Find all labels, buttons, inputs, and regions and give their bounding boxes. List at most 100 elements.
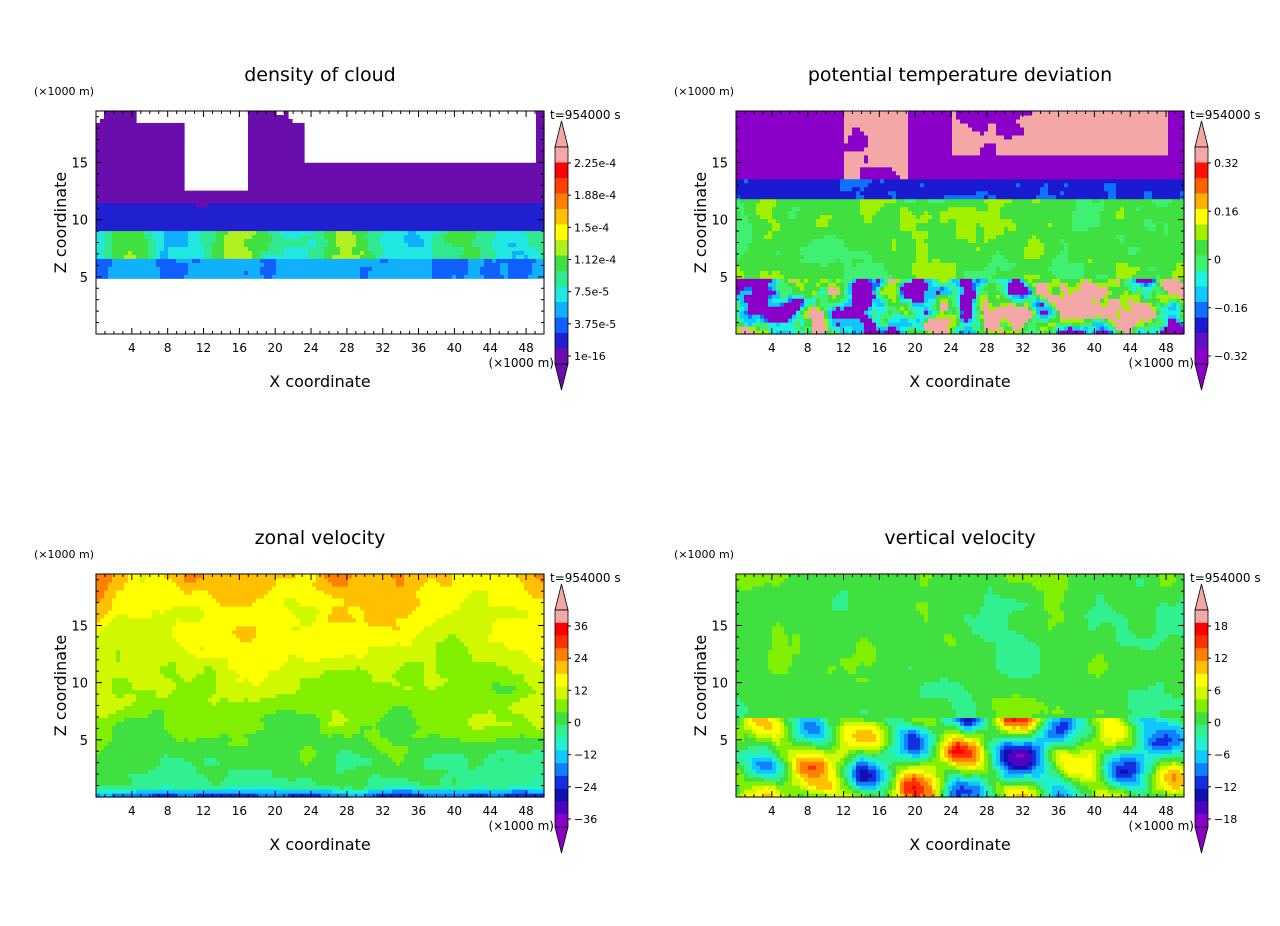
- heatmap-cell: [296, 122, 301, 128]
- heatmap-cell: [304, 186, 309, 192]
- heatmap-cell: [744, 134, 749, 140]
- heatmap-cell: [304, 234, 309, 240]
- heatmap-cell: [296, 154, 301, 160]
- heatmap-cell: [496, 270, 501, 275]
- heatmap-cell: [768, 122, 773, 128]
- heatmap-cell: [448, 194, 453, 200]
- heatmap-cell: [432, 182, 437, 188]
- heatmap-cell: [396, 254, 401, 259]
- heatmap-cell: [768, 174, 773, 180]
- heatmap-cell: [768, 154, 773, 160]
- heatmap-cell: [144, 146, 149, 152]
- heatmap-cell: [428, 210, 433, 216]
- heatmap-cell: [472, 170, 477, 176]
- heatmap-cell: [752, 250, 757, 255]
- heatmap-cell: [780, 282, 785, 287]
- heatmap-cell: [208, 234, 213, 240]
- heatmap-cell: [128, 162, 133, 168]
- heatmap-cell: [744, 310, 749, 315]
- heatmap-cell: [372, 182, 377, 188]
- heatmap-cell: [768, 298, 773, 303]
- heatmap-cell: [812, 230, 817, 236]
- heatmap-cell: [812, 270, 817, 275]
- heatmap-cell: [100, 270, 105, 275]
- heatmap-cell: [348, 166, 353, 172]
- heatmap-cell: [312, 178, 317, 184]
- heatmap-cell: [272, 210, 277, 216]
- heatmap-cell: [424, 218, 429, 224]
- heatmap-cell: [240, 270, 245, 275]
- heatmap-cell: [356, 262, 361, 267]
- heatmap-cell: [320, 178, 325, 184]
- heatmap-cell: [780, 310, 785, 315]
- heatmap-cell: [128, 270, 133, 275]
- heatmap-cell: [308, 246, 313, 251]
- heatmap-cell: [96, 266, 101, 271]
- heatmap-cell: [300, 254, 305, 259]
- heatmap-cell: [296, 178, 301, 184]
- heatmap-cell: [132, 266, 137, 271]
- heatmap-cell: [792, 282, 797, 287]
- heatmap-cell: [780, 126, 785, 132]
- heatmap-cell: [412, 242, 417, 247]
- heatmap-cell: [216, 202, 221, 208]
- heatmap-cell: [116, 114, 121, 120]
- heatmap-cell: [368, 206, 373, 212]
- heatmap-cell: [536, 182, 541, 188]
- heatmap-cell: [816, 226, 821, 232]
- heatmap-cell: [268, 130, 273, 136]
- heatmap-cell: [808, 250, 813, 255]
- heatmap-cell: [736, 330, 741, 335]
- heatmap-cell: [820, 174, 825, 180]
- heatmap-cell: [492, 206, 497, 212]
- heatmap-cell: [820, 206, 825, 212]
- heatmap-cell: [800, 238, 805, 244]
- heatmap-cell: [340, 174, 345, 180]
- heatmap-cell: [132, 270, 137, 275]
- heatmap-cell: [304, 190, 309, 196]
- heatmap-cell: [112, 266, 117, 271]
- heatmap-cell: [772, 262, 777, 267]
- heatmap-cell: [388, 222, 393, 228]
- heatmap-cell: [188, 230, 193, 236]
- heatmap-cell: [108, 162, 113, 168]
- heatmap-cell: [336, 262, 341, 267]
- heatmap-cell: [236, 250, 241, 255]
- heatmap-cell: [280, 214, 285, 220]
- heatmap-cell: [768, 150, 773, 156]
- heatmap-cell: [756, 330, 761, 335]
- heatmap-cell: [468, 170, 473, 176]
- heatmap-cell: [792, 258, 797, 263]
- heatmap-cell: [516, 222, 521, 228]
- heatmap-cell: [124, 234, 129, 240]
- heatmap-cell: [540, 222, 545, 228]
- heatmap-cell: [748, 162, 753, 168]
- heatmap-cell: [220, 266, 225, 271]
- heatmap-cell: [260, 158, 265, 164]
- heatmap-cell: [108, 122, 113, 128]
- heatmap-cell: [524, 170, 529, 176]
- heatmap-cell: [152, 202, 157, 208]
- heatmap-cell: [300, 190, 305, 196]
- heatmap-cell: [288, 118, 293, 124]
- heatmap-cell: [176, 254, 181, 259]
- heatmap-cell: [756, 194, 761, 200]
- heatmap-cell: [784, 298, 789, 303]
- heatmap-cell: [748, 258, 753, 263]
- heatmap-cell: [124, 162, 129, 168]
- heatmap-cell: [116, 262, 121, 267]
- heatmap-cell: [256, 262, 261, 267]
- heatmap-cell: [352, 186, 357, 192]
- x-tick-label: 40: [447, 341, 462, 355]
- heatmap-cell: [820, 150, 825, 156]
- heatmap-cell: [152, 230, 157, 236]
- heatmap-cell: [492, 178, 497, 184]
- heatmap-cell: [152, 122, 157, 128]
- heatmap-cell: [168, 218, 173, 224]
- heatmap-cell: [500, 258, 505, 263]
- heatmap-cell: [200, 198, 205, 204]
- heatmap-cell: [488, 198, 493, 204]
- heatmap-cell: [144, 174, 149, 180]
- heatmap-cell: [480, 174, 485, 180]
- heatmap-cell: [784, 226, 789, 232]
